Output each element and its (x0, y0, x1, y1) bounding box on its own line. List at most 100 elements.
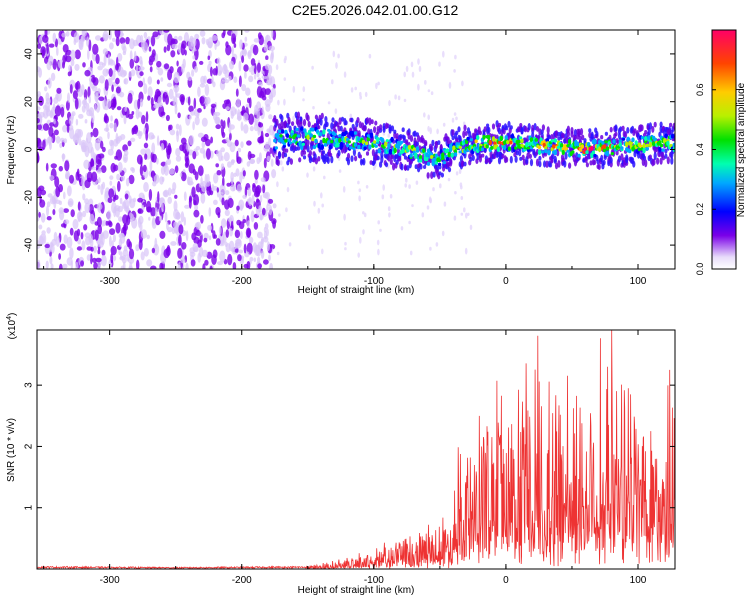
band-mark (352, 146, 356, 151)
noise-mark (250, 69, 255, 76)
noise-mark (97, 249, 101, 255)
band-mark (440, 172, 444, 178)
band-mark (344, 120, 348, 126)
band-mark (639, 144, 643, 148)
noise-mark (342, 186, 346, 193)
noise-mark (221, 131, 226, 138)
band-mark (333, 132, 337, 136)
noise-mark (62, 125, 68, 133)
noise-mark (95, 257, 102, 263)
noise-mark (411, 71, 415, 78)
noise-mark (227, 197, 234, 209)
band-mark (557, 136, 561, 141)
band-mark (664, 148, 668, 154)
noise-mark (122, 249, 129, 257)
noise-mark (55, 136, 61, 144)
noise-mark (128, 265, 133, 269)
band-mark (525, 141, 529, 148)
noise-mark (243, 124, 249, 134)
colorbar-label: Normalized spectral amplitude (736, 82, 747, 217)
band-mark (284, 129, 288, 135)
band-mark (544, 148, 548, 154)
noise-mark (102, 30, 109, 42)
band-mark (384, 141, 388, 147)
noise-mark (241, 84, 247, 92)
noise-mark (272, 220, 276, 229)
noise-mark (116, 106, 122, 111)
band-mark (422, 148, 426, 154)
band-mark (519, 156, 523, 161)
bottom-x-axis-label: Height of straight line (km) (298, 585, 415, 596)
band-mark (299, 116, 303, 122)
noise-mark (357, 180, 360, 185)
noise-mark (103, 219, 107, 227)
noise-mark (343, 213, 346, 221)
noise-mark (86, 109, 93, 117)
noise-mark (101, 146, 106, 153)
noise-mark (219, 184, 226, 195)
noise-mark (49, 96, 53, 106)
noise-mark (207, 37, 214, 49)
noise-mark (426, 205, 430, 210)
noise-mark (111, 201, 117, 214)
noise-mark (237, 249, 244, 254)
noise-mark (98, 96, 105, 102)
noise-mark (200, 192, 206, 204)
band-mark (277, 151, 282, 160)
noise-mark (428, 196, 432, 203)
noise-mark (234, 108, 238, 115)
noise-mark (213, 199, 218, 205)
band-mark (323, 143, 328, 147)
noise-mark (269, 262, 273, 269)
noise-mark (453, 69, 456, 73)
noise-mark (436, 128, 439, 135)
band-mark (590, 145, 594, 151)
band-mark (524, 125, 528, 133)
noise-mark (150, 134, 156, 140)
noise-mark (52, 209, 56, 216)
noise-mark (231, 159, 236, 164)
noise-mark (220, 163, 225, 170)
noise-mark (208, 60, 212, 65)
noise-mark (285, 207, 288, 213)
noise-mark (163, 248, 170, 259)
noise-mark (153, 104, 160, 109)
band-mark (319, 132, 323, 137)
band-mark (281, 129, 285, 134)
noise-mark (94, 91, 99, 103)
noise-mark (116, 173, 120, 181)
noise-mark (175, 123, 180, 130)
band-mark (653, 137, 657, 142)
snr-line (37, 330, 675, 569)
band-mark (497, 122, 502, 128)
noise-mark (156, 135, 160, 146)
band-mark (300, 126, 304, 131)
noise-mark (72, 134, 80, 143)
band-mark (461, 160, 465, 167)
noise-mark (221, 197, 225, 206)
noise-mark (225, 229, 229, 238)
noise-mark (243, 112, 249, 122)
band-mark (529, 158, 534, 167)
band-mark (605, 146, 610, 151)
noise-mark (204, 259, 209, 266)
noise-mark (234, 229, 241, 239)
band-mark (600, 135, 604, 140)
band-mark (509, 140, 513, 145)
noise-mark (110, 115, 113, 122)
band-mark (296, 111, 301, 119)
noise-mark (163, 63, 170, 70)
noise-mark (321, 203, 325, 208)
noise-mark (262, 95, 267, 101)
band-mark (306, 114, 310, 122)
noise-mark (253, 62, 257, 75)
noise-mark (167, 142, 172, 155)
noise-mark (117, 52, 123, 62)
noise-mark (377, 248, 380, 256)
noise-mark (421, 212, 425, 218)
noise-mark (185, 230, 189, 242)
band-mark (580, 144, 584, 149)
noise-mark (429, 127, 433, 135)
band-mark (575, 141, 580, 147)
band-mark (597, 164, 601, 170)
